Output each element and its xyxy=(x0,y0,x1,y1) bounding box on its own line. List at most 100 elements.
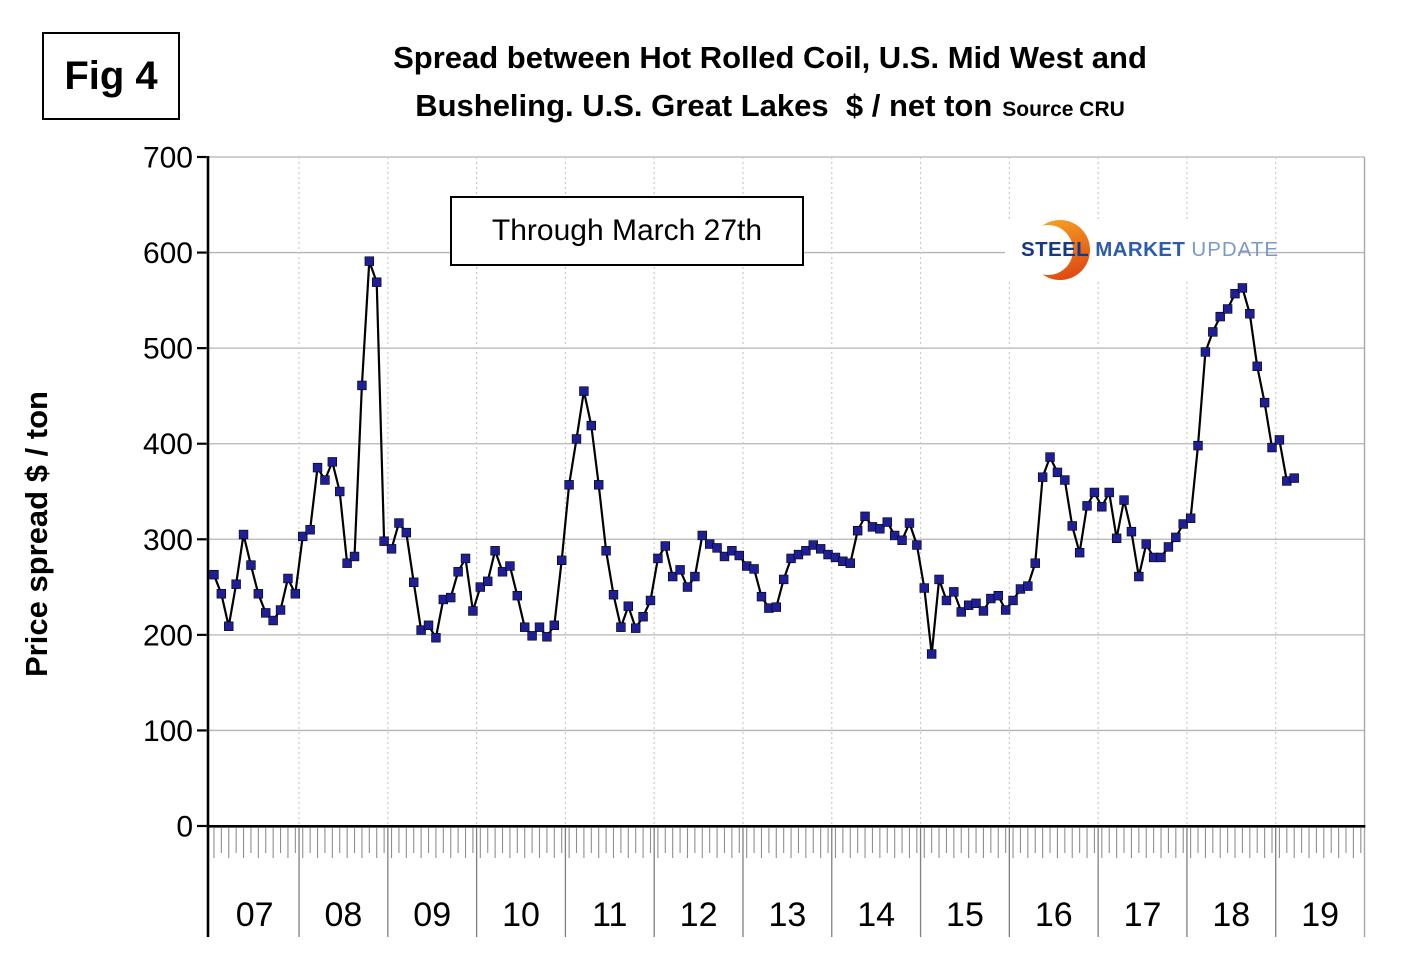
data-point-marker xyxy=(1089,487,1100,498)
data-point-marker xyxy=(483,576,493,587)
data-point-marker xyxy=(1134,571,1144,582)
x-year-label: 15 xyxy=(946,896,984,934)
data-point-marker xyxy=(416,625,426,635)
data-point-marker xyxy=(1067,521,1077,531)
data-point-marker xyxy=(505,561,515,571)
data-point-marker xyxy=(934,574,944,585)
data-point-marker xyxy=(305,525,315,535)
data-point-marker xyxy=(423,620,434,631)
data-point-marker xyxy=(1156,552,1166,563)
data-point-marker xyxy=(283,573,293,584)
data-point-marker xyxy=(771,602,781,612)
data-point-marker xyxy=(667,571,678,582)
data-point-marker xyxy=(320,475,330,485)
data-point-marker xyxy=(608,590,619,600)
data-point-marker xyxy=(512,590,523,601)
data-point-marker xyxy=(379,536,389,546)
data-point-marker xyxy=(224,621,234,631)
data-point-marker xyxy=(1060,475,1070,485)
data-point-marker xyxy=(1126,526,1137,537)
data-point-marker xyxy=(675,565,685,575)
data-point-marker xyxy=(275,605,286,615)
x-year-label: 13 xyxy=(768,896,806,934)
data-point-marker xyxy=(253,589,264,599)
chart-title-line2: Busheling. U.S. Great Lakes $ / net ton S… xyxy=(180,82,1360,134)
data-point-marker xyxy=(520,622,530,632)
data-point-marker xyxy=(357,380,367,391)
x-year-label: 14 xyxy=(857,896,895,934)
data-point-marker xyxy=(460,553,471,564)
data-point-marker xyxy=(246,560,256,570)
data-line xyxy=(212,260,1295,656)
data-point-marker xyxy=(268,615,278,626)
data-point-marker xyxy=(216,589,227,599)
data-point-marker xyxy=(593,480,604,490)
x-year-label: 17 xyxy=(1124,896,1162,934)
logo-crescent-icon xyxy=(1027,220,1090,280)
data-point-marker xyxy=(697,530,707,541)
data-point-marker xyxy=(571,434,582,444)
data-point-marker xyxy=(882,517,892,527)
data-point-marker xyxy=(564,480,574,490)
data-point-marker xyxy=(1245,309,1255,319)
data-point-marker xyxy=(653,553,663,564)
data-point-marker xyxy=(386,544,397,554)
data-point-marker xyxy=(926,649,937,659)
chart-title-line2-text: Busheling. U.S. Great Lakes $ / net ton xyxy=(415,88,993,123)
chart-title-line1: Spread between Hot Rolled Coil, U.S. Mid… xyxy=(393,40,1147,75)
data-point-marker xyxy=(645,595,656,606)
data-point-marker xyxy=(682,582,693,592)
data-point-marker xyxy=(845,558,855,568)
data-point-marker xyxy=(1171,532,1181,543)
data-point-marker xyxy=(1111,533,1122,544)
data-point-marker xyxy=(1141,539,1151,549)
data-point-marker xyxy=(231,579,241,589)
x-year-label: 18 xyxy=(1212,896,1250,934)
logo-word-market: MARKET xyxy=(1095,238,1186,261)
data-point-marker xyxy=(956,607,966,617)
data-point-marker xyxy=(1200,347,1211,357)
data-point-marker xyxy=(431,633,441,643)
data-point-marker xyxy=(778,574,789,585)
data-point-marker xyxy=(1267,442,1277,453)
data-point-marker xyxy=(719,551,730,562)
figure-label-box: Fig 4 xyxy=(42,32,180,120)
data-point-marker xyxy=(490,546,500,556)
data-point-marker xyxy=(298,531,308,542)
data-point-marker xyxy=(971,598,981,609)
data-point-marker xyxy=(801,546,811,556)
data-point-marker xyxy=(468,606,478,616)
data-point-marker xyxy=(1208,327,1218,337)
data-point-marker xyxy=(1259,397,1270,408)
data-point-marker xyxy=(1289,473,1299,483)
annotation-text: Through March 27th xyxy=(491,214,763,247)
data-point-marker xyxy=(749,564,759,574)
data-point-marker xyxy=(1185,513,1196,523)
steel-market-update-logo: STEEL MARKET UPDATE xyxy=(1005,219,1278,281)
x-year-label: 10 xyxy=(502,896,540,934)
data-point-marker xyxy=(409,577,419,587)
data-point-marker xyxy=(1119,495,1129,505)
data-point-marker xyxy=(1215,311,1225,322)
data-point-marker xyxy=(312,462,323,473)
x-year-label: 09 xyxy=(413,896,451,934)
y-tick-label: 200 xyxy=(143,619,193,652)
data-point-marker xyxy=(1178,519,1188,529)
x-year-label: 12 xyxy=(680,896,718,934)
x-year-label: 19 xyxy=(1301,896,1339,934)
data-point-marker xyxy=(860,511,870,522)
data-point-marker xyxy=(1222,304,1233,314)
data-point-marker xyxy=(534,622,545,632)
data-point-marker xyxy=(446,592,456,603)
data-point-marker xyxy=(875,524,885,534)
data-point-marker xyxy=(342,558,352,568)
data-point-marker xyxy=(261,608,271,618)
data-point-marker xyxy=(1082,501,1092,511)
data-point-marker xyxy=(712,543,722,553)
data-point-marker xyxy=(1030,558,1040,568)
data-point-marker xyxy=(690,571,700,582)
data-point-marker xyxy=(557,555,567,566)
data-point-marker xyxy=(1193,440,1203,451)
